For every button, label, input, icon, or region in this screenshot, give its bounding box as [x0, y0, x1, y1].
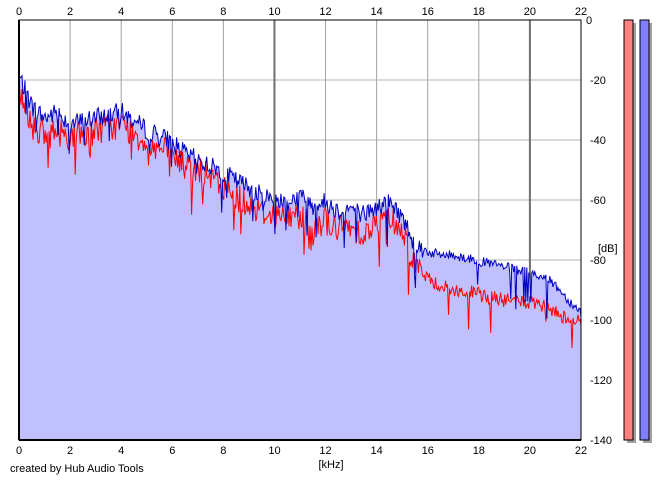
y-tick-label: -20 [590, 75, 606, 87]
x-axis-label: [kHz] [318, 459, 343, 471]
x-tick-label-top: 16 [422, 6, 434, 18]
x-tick-label-bottom: 20 [524, 445, 536, 457]
y-tick-label: -40 [590, 135, 606, 147]
x-tick-labels-bottom: 0 2 4 6 8 10 12 14 16 18 20 22 [16, 445, 587, 457]
x-tick-label-top: 20 [524, 6, 536, 18]
y-tick-labels: 0 -20 -40 -60 -80 -100 -120 -140 [586, 15, 612, 447]
x-tick-label-top: 4 [118, 6, 124, 18]
y-tick-label: 0 [586, 15, 592, 27]
x-tick-label-top: 8 [220, 6, 226, 18]
axes-frame [18, 19, 582, 441]
y-axis-label: [dB] [598, 243, 618, 255]
spectrum-area [19, 74, 581, 440]
y-tick-label: -80 [590, 255, 606, 267]
x-tick-label-bottom: 8 [220, 445, 226, 457]
spectrum-fill [19, 74, 581, 440]
level-meters [623, 19, 652, 443]
series-line-1 [18, 78, 582, 349]
x-tick-label-bottom: 6 [169, 445, 175, 457]
x-tick-label-top: 0 [16, 6, 22, 18]
x-tick-label-top: 2 [67, 6, 73, 18]
series-layer [18, 73, 582, 349]
x-tick-label-bottom: 18 [473, 445, 485, 457]
x-tick-label-top: 6 [169, 6, 175, 18]
x-tick-label-bottom: 4 [118, 445, 124, 457]
x-tick-label-bottom: 22 [575, 445, 587, 457]
series-line-0 [18, 73, 582, 319]
x-tick-label-bottom: 14 [371, 445, 383, 457]
level-meter-1 [639, 19, 650, 441]
x-tick-label-top: 14 [371, 6, 383, 18]
x-tick-label-bottom: 12 [319, 445, 331, 457]
x-tick-label-bottom: 2 [67, 445, 73, 457]
level-meter-0 [623, 19, 634, 441]
x-tick-label-bottom: 16 [422, 445, 434, 457]
x-tick-label-top: 18 [473, 6, 485, 18]
x-tick-label-bottom: 0 [16, 445, 22, 457]
y-tick-label: -120 [590, 375, 612, 387]
x-tick-label-top: 22 [575, 6, 587, 18]
credit-text: created by Hub Audio Tools [10, 463, 144, 475]
x-tick-labels-top: 0 2 4 6 8 10 12 14 16 18 20 22 [16, 6, 587, 18]
y-tick-label: -100 [590, 315, 612, 327]
x-tick-label-bottom: 10 [268, 445, 280, 457]
x-tick-label-top: 10 [268, 6, 280, 18]
x-tick-label-top: 12 [319, 6, 331, 18]
y-tick-label: -60 [590, 195, 606, 207]
y-tick-label: -140 [590, 435, 612, 447]
